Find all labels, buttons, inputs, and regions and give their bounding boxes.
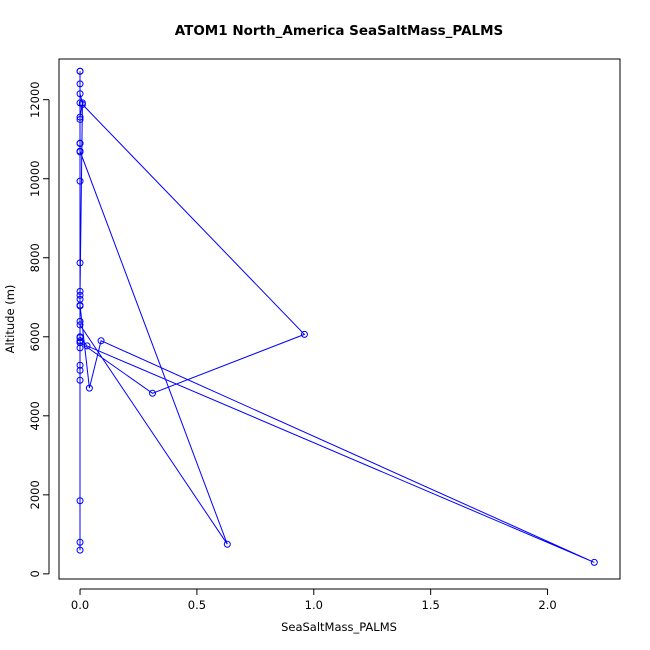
data-point xyxy=(76,99,84,107)
data-point xyxy=(76,115,84,123)
data-point xyxy=(78,99,86,107)
data-point xyxy=(97,337,105,345)
data-point xyxy=(300,330,308,338)
y-tick-label: 0 xyxy=(28,570,42,577)
y-axis: 0 2000 4000 6000 8000 10000 12000 xyxy=(28,81,50,578)
y-tick-label: 10000 xyxy=(28,160,42,197)
data-point xyxy=(76,295,84,303)
x-axis: 0.0 0.5 1.0 1.5 2.0 xyxy=(71,588,557,612)
y-tick-label: 4000 xyxy=(28,401,42,430)
data-point xyxy=(76,291,84,299)
data-point xyxy=(76,80,84,88)
data-point xyxy=(83,342,91,350)
x-axis-label: SeaSaltMass_PALMS xyxy=(281,620,397,634)
data-point xyxy=(76,177,84,185)
data-point xyxy=(76,287,84,295)
data-point xyxy=(76,337,84,345)
data-point xyxy=(76,90,84,98)
data-point xyxy=(76,67,84,75)
series-line xyxy=(79,71,595,563)
y-axis-label: Altitude (m) xyxy=(3,285,17,354)
x-tick-label: 2.0 xyxy=(538,598,556,612)
x-tick-label: 0.5 xyxy=(188,598,206,612)
data-point xyxy=(149,389,156,397)
data-point xyxy=(76,376,84,384)
series-layer xyxy=(76,67,598,566)
data-point xyxy=(76,321,84,329)
data-point xyxy=(76,259,84,267)
data-point xyxy=(76,546,84,554)
y-tick-label: 2000 xyxy=(28,480,42,509)
data-point xyxy=(76,147,84,155)
chart-title: ATOM1 North_America SeaSaltMass_PALMS xyxy=(175,23,504,39)
data-point xyxy=(76,497,84,505)
data-point xyxy=(76,538,84,546)
data-point xyxy=(76,366,84,374)
data-point xyxy=(76,333,84,341)
data-point xyxy=(76,139,84,147)
data-point xyxy=(76,113,84,121)
data-point xyxy=(76,317,84,325)
data-point xyxy=(85,384,93,392)
plot-frame xyxy=(58,58,621,580)
x-tick-label: 0.0 xyxy=(71,598,89,612)
y-tick-label: 8000 xyxy=(28,243,42,272)
data-point xyxy=(76,361,84,369)
x-tick-label: 1.0 xyxy=(305,598,323,612)
y-tick-label: 6000 xyxy=(28,322,42,351)
y-tick-label: 12000 xyxy=(28,81,42,118)
data-point xyxy=(223,540,231,548)
data-point xyxy=(590,558,598,566)
x-tick-label: 1.5 xyxy=(422,598,440,612)
